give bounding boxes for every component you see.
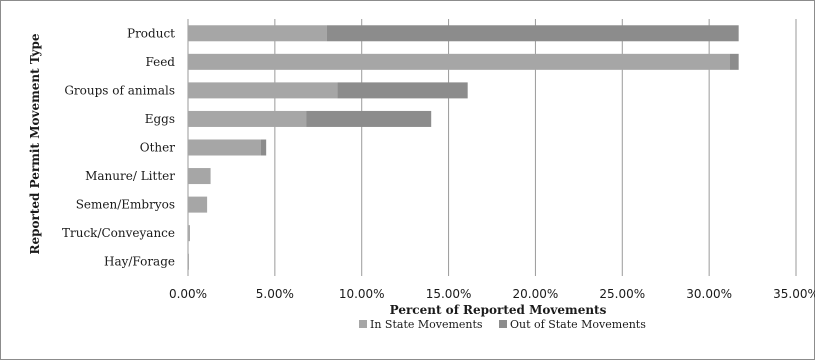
y-axis-title: Reported Permit Movement Type bbox=[28, 33, 42, 254]
category-label: Eggs bbox=[145, 112, 175, 126]
bars bbox=[188, 25, 739, 269]
x-tick-label: 35.00% bbox=[773, 287, 815, 301]
x-tick-label: 15.00% bbox=[426, 287, 472, 301]
category-label: Other bbox=[140, 141, 175, 155]
legend-swatch bbox=[359, 320, 367, 328]
category-label: Product bbox=[127, 26, 175, 40]
bar-in-state bbox=[188, 82, 337, 98]
category-label: Hay/Forage bbox=[104, 255, 175, 269]
bar-in-state bbox=[188, 254, 189, 270]
x-tick-label: 20.00% bbox=[513, 287, 559, 301]
x-tick-label: 10.00% bbox=[339, 287, 385, 301]
bar-out-of-state bbox=[189, 225, 190, 241]
bar-out-of-state bbox=[337, 82, 467, 98]
category-label: Manure/ Litter bbox=[85, 169, 175, 183]
legend: In State Movements Out of State Movements bbox=[359, 318, 646, 331]
category-label: Semen/Embryos bbox=[76, 198, 175, 212]
bar-in-state bbox=[188, 197, 207, 213]
category-label: Feed bbox=[145, 55, 175, 69]
bar-out-of-state bbox=[306, 111, 431, 127]
bar-in-state bbox=[188, 25, 327, 41]
bar-out-of-state bbox=[730, 54, 739, 70]
x-tick-labels: 0.00% 5.00% 10.00% 15.00% 20.00% 25.00% 30.00%… bbox=[169, 287, 815, 301]
category-labels: Product Feed Groups of animals Eggs Other Man… bbox=[62, 26, 175, 268]
x-tick-label: 25.00% bbox=[599, 287, 645, 301]
x-tick-label: 30.00% bbox=[686, 287, 732, 301]
bar-out-of-state bbox=[327, 25, 739, 41]
x-tick-label: 5.00% bbox=[256, 287, 294, 301]
category-label: Truck/Conveyance bbox=[62, 226, 175, 240]
bar-out-of-state bbox=[261, 140, 266, 156]
legend-label: In State Movements bbox=[370, 318, 483, 331]
x-tick-label: 0.00% bbox=[169, 287, 207, 301]
bar-in-state bbox=[188, 111, 306, 127]
bar-in-state bbox=[188, 225, 189, 241]
bar-in-state bbox=[188, 168, 211, 184]
category-label: Groups of animals bbox=[64, 83, 175, 97]
bar-in-state bbox=[188, 54, 730, 70]
bar-in-state bbox=[188, 140, 261, 156]
x-axis-title: Percent of Reported Movements bbox=[390, 303, 607, 317]
legend-label: Out of State Movements bbox=[510, 318, 646, 331]
legend-swatch bbox=[499, 320, 507, 328]
